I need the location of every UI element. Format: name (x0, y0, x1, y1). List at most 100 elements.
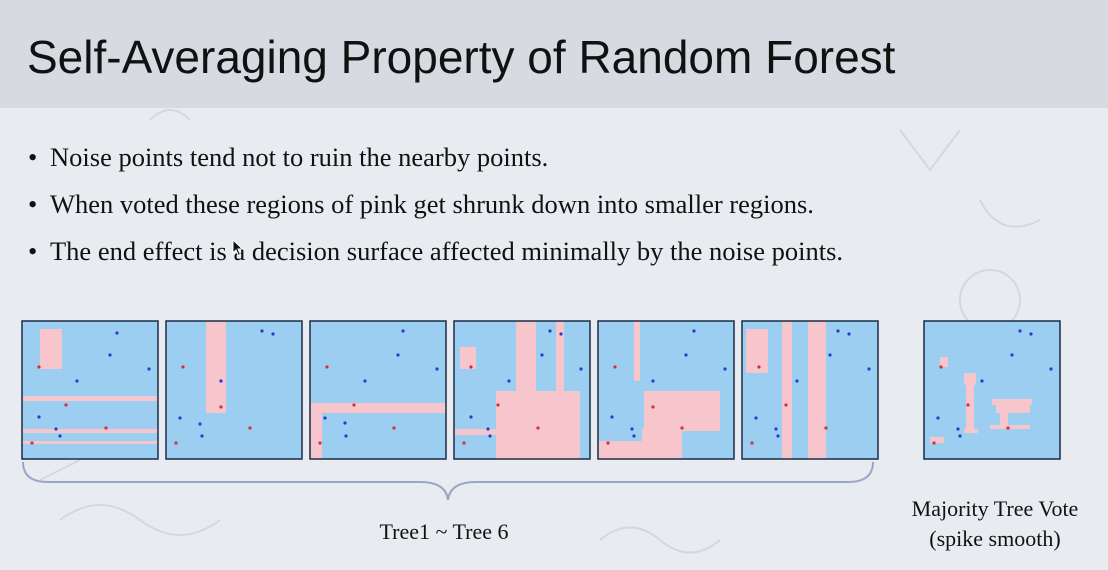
red-point (496, 403, 500, 407)
bullet-item: • Noise points tend not to ruin the nearb… (28, 140, 843, 187)
bullet-list: • Noise points tend not to ruin the nearb… (28, 140, 843, 281)
title-band (0, 0, 1108, 108)
red-point (469, 365, 473, 369)
blue-point (980, 379, 984, 383)
blue-point (651, 379, 655, 383)
blue-point (435, 367, 439, 371)
decision-panel (924, 321, 1060, 459)
blue-point (936, 416, 940, 420)
blue-point (1029, 332, 1033, 336)
bullet-marker: • (28, 236, 38, 266)
blue-point (1010, 353, 1014, 357)
pink-region (644, 391, 720, 431)
blue-point (486, 427, 490, 431)
blue-point (147, 367, 151, 371)
blue-point (579, 367, 583, 371)
bullet-text: Noise points tend not to ruin the nearby… (50, 142, 549, 172)
pink-region (808, 321, 826, 459)
red-point (757, 365, 761, 369)
panel-border (165, 320, 303, 460)
blue-point (323, 416, 327, 420)
pink-region (990, 425, 1030, 429)
red-point (37, 365, 41, 369)
blue-point (754, 416, 758, 420)
pink-region (1000, 413, 1008, 427)
pink-region (966, 385, 974, 431)
blue-point (198, 422, 202, 426)
red-point (606, 441, 610, 445)
blue-point (828, 353, 832, 357)
blue-point (684, 353, 688, 357)
pink-region (454, 429, 514, 435)
panel-border (453, 320, 591, 460)
blue-point (54, 427, 58, 431)
decision-panel (310, 321, 446, 459)
pink-region (940, 357, 948, 367)
red-point (462, 441, 466, 445)
blue-point (1049, 367, 1053, 371)
pink-region (634, 321, 640, 381)
blue-point (795, 379, 799, 383)
red-point (966, 403, 970, 407)
blue-point (867, 367, 871, 371)
bullet-marker: • (28, 142, 38, 172)
blue-point (75, 379, 79, 383)
pink-region (996, 405, 1030, 413)
blue-point (958, 434, 962, 438)
blue-point (58, 434, 62, 438)
blue-point (200, 434, 204, 438)
slide-title: Self-Averaging Property of Random Forest (27, 31, 896, 83)
blue-point (108, 353, 112, 357)
red-point (932, 441, 936, 445)
blue-point (271, 332, 275, 336)
panel-border (741, 320, 879, 460)
blue-point (115, 331, 119, 335)
red-point (824, 426, 828, 430)
blue-point (776, 434, 780, 438)
blue-point (401, 329, 405, 333)
blue-point (847, 332, 851, 336)
panel-border (21, 320, 159, 460)
blue-point (836, 329, 840, 333)
red-point (392, 426, 396, 430)
blue-point (548, 329, 552, 333)
caption-vote-line1: Majority Tree Vote (911, 496, 1079, 521)
red-point (680, 426, 684, 430)
bullet-text: The end effect is a decision surface aff… (50, 236, 844, 266)
pink-region (310, 403, 446, 413)
red-point (352, 403, 356, 407)
caption-trees: Tree1 ~ Tree 6 (379, 519, 509, 544)
panel-border (923, 320, 1061, 460)
red-point (613, 365, 617, 369)
bullet-item: • When voted these regions of pink get sh… (28, 187, 843, 234)
blue-point (610, 415, 614, 419)
pink-region (746, 329, 768, 373)
red-point (536, 426, 540, 430)
pink-region (642, 429, 682, 459)
red-point (1006, 426, 1010, 430)
red-point (104, 426, 108, 430)
pink-region (992, 399, 1032, 405)
pink-region (22, 396, 158, 401)
pink-region (516, 321, 536, 391)
blue-point (692, 329, 696, 333)
pink-region (556, 321, 564, 459)
blue-point (559, 332, 563, 336)
decision-panel (166, 321, 302, 459)
blue-point (37, 415, 41, 419)
pink-region (206, 321, 226, 413)
pink-region (310, 413, 322, 459)
blue-point (630, 427, 634, 431)
blue-point (469, 415, 473, 419)
blue-point (363, 379, 367, 383)
blue-point (507, 379, 511, 383)
red-point (325, 365, 329, 369)
pink-region (40, 329, 62, 369)
bullet-marker: • (28, 189, 38, 219)
red-point (750, 441, 754, 445)
caption-majority-vote: Majority Tree Vote (spike smooth) (882, 494, 1108, 554)
blue-point (396, 353, 400, 357)
red-point (174, 441, 178, 445)
pink-region (22, 429, 158, 433)
pink-region (460, 347, 476, 369)
